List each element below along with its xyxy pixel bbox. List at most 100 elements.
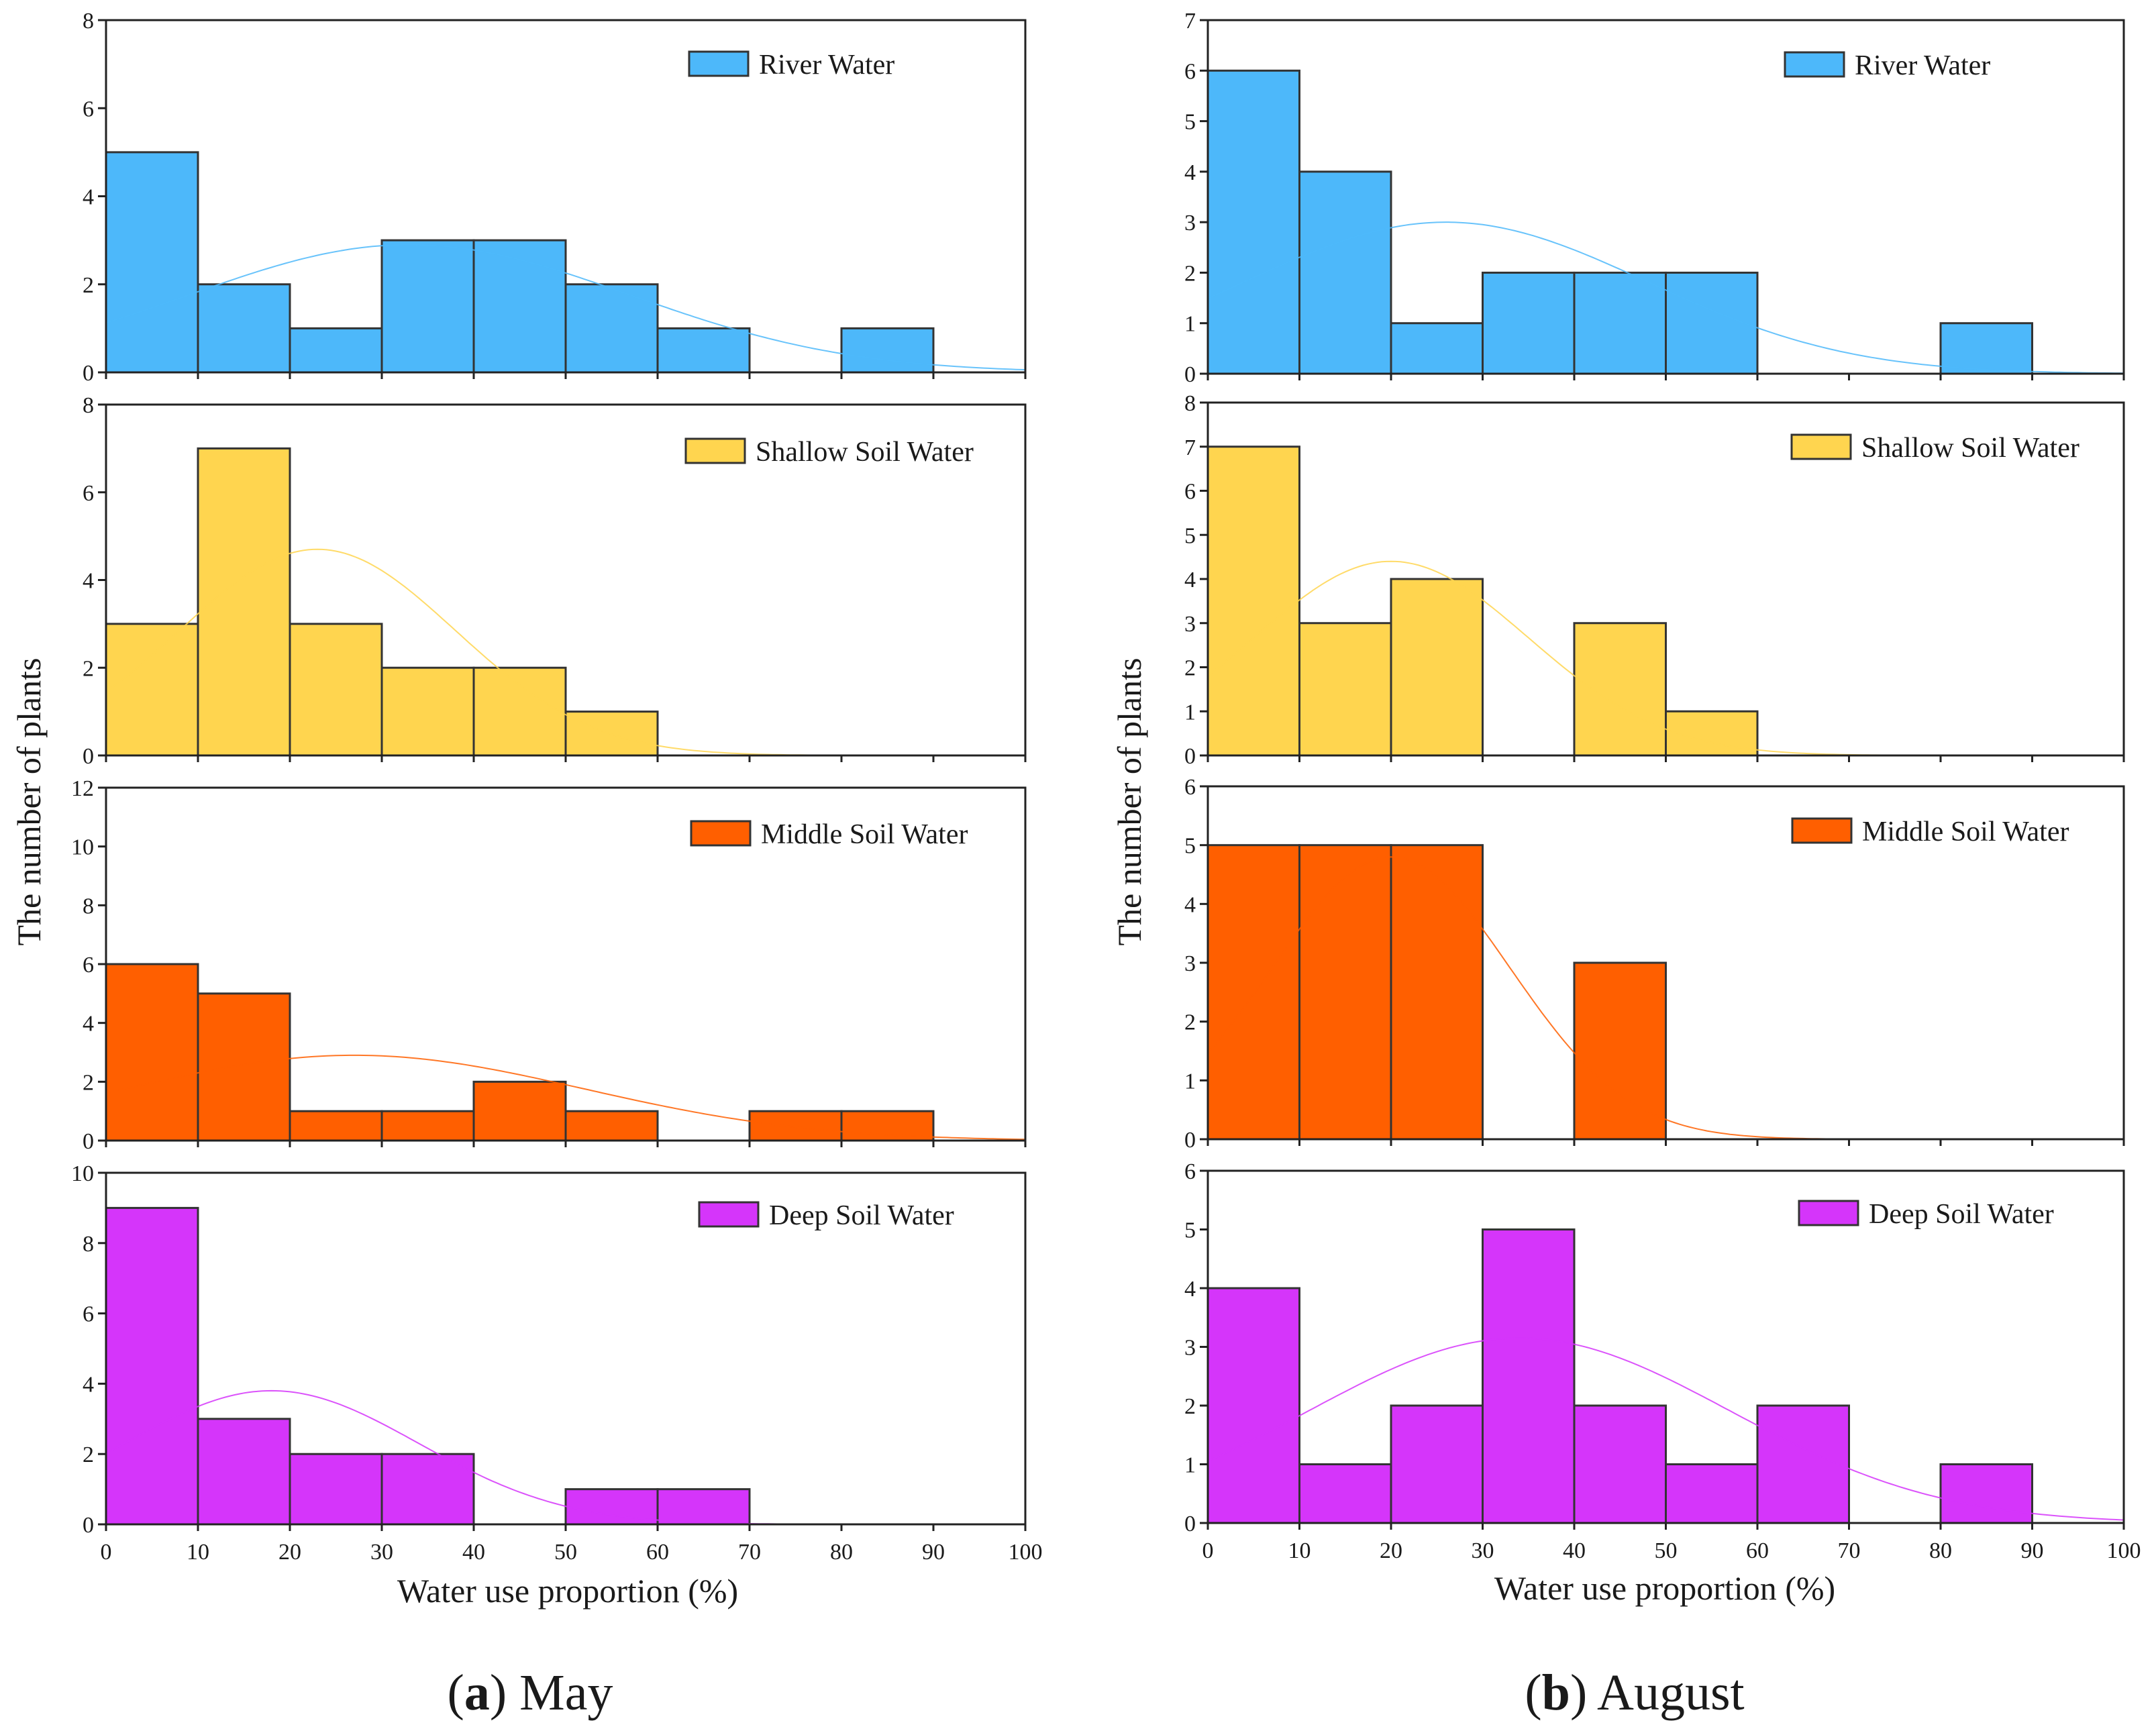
xtick-label-aug-deep-60: 60 <box>1746 1538 1769 1563</box>
ytick-label-may-middle-10: 10 <box>71 835 94 860</box>
bar-may-middle-40 <box>472 1080 567 1142</box>
ytick-label-aug-shallow-3: 3 <box>1184 612 1196 637</box>
ytick-label-aug-river-4: 4 <box>1184 160 1196 185</box>
xtick-label-may-deep-90: 90 <box>922 1540 945 1565</box>
xtick-label-may-deep-70: 70 <box>738 1540 761 1565</box>
xtick-label-may-deep-20: 20 <box>278 1540 301 1565</box>
bar-may-shallow-20 <box>289 623 383 757</box>
bar-aug-river-20 <box>1390 322 1484 375</box>
xtick-label-aug-deep-0: 0 <box>1202 1538 1214 1563</box>
ytick-label-aug-river-7: 7 <box>1184 9 1196 34</box>
ytick-label-may-middle-0: 0 <box>83 1129 94 1154</box>
ytick-label-aug-river-3: 3 <box>1184 211 1196 235</box>
bar-aug-deep-10 <box>1298 1463 1392 1524</box>
bar-aug-middle-20 <box>1390 844 1484 1141</box>
bar-aug-shallow-20 <box>1390 578 1484 757</box>
bar-aug-river-50 <box>1665 271 1759 375</box>
ytick-label-may-river-2: 2 <box>83 273 94 298</box>
ytick-label-may-middle-4: 4 <box>83 1012 94 1037</box>
xtick-label-may-deep-30: 30 <box>370 1540 393 1565</box>
ylabel-may: The number of plants <box>10 658 48 945</box>
bar-may-shallow-50 <box>564 711 659 757</box>
ytick-label-may-deep-4: 4 <box>83 1372 94 1397</box>
ytick-label-aug-deep-3: 3 <box>1184 1336 1196 1361</box>
bar-may-river-20 <box>289 327 383 374</box>
ytick-label-aug-shallow-8: 8 <box>1184 391 1196 416</box>
bar-may-middle-10 <box>197 992 291 1142</box>
legend-swatch-may-deep <box>698 1201 760 1228</box>
ytick-label-aug-river-6: 6 <box>1184 59 1196 84</box>
ytick-label-may-shallow-2: 2 <box>83 656 94 681</box>
legend-swatch-aug-river <box>1784 51 1845 78</box>
bar-aug-deep-30 <box>1482 1228 1576 1524</box>
ytick-label-may-middle-6: 6 <box>83 953 94 978</box>
bar-aug-river-40 <box>1573 271 1667 375</box>
legend-label-may-river: River Water <box>759 50 894 81</box>
ytick-label-may-shallow-6: 6 <box>83 481 94 506</box>
legend-swatch-aug-middle <box>1791 817 1853 844</box>
ytick-label-aug-river-5: 5 <box>1184 110 1196 135</box>
xtick-label-aug-deep-70: 70 <box>1838 1538 1861 1563</box>
ylabel-august: The number of plants <box>1111 658 1148 945</box>
bar-aug-river-10 <box>1298 170 1392 375</box>
bar-aug-shallow-0 <box>1207 445 1300 757</box>
ytick-label-aug-middle-2: 2 <box>1184 1010 1196 1035</box>
bar-may-river-50 <box>564 283 659 374</box>
xtick-label-aug-deep-10: 10 <box>1288 1538 1311 1563</box>
ytick-label-aug-shallow-6: 6 <box>1184 480 1196 505</box>
bar-aug-middle-40 <box>1573 961 1667 1141</box>
legend-swatch-may-river <box>688 50 750 77</box>
bar-aug-river-30 <box>1482 271 1576 375</box>
ytick-label-may-river-8: 8 <box>83 9 94 34</box>
ytick-label-aug-middle-1: 1 <box>1184 1069 1196 1094</box>
bar-may-shallow-30 <box>380 666 475 757</box>
xtick-label-may-deep-50: 50 <box>554 1540 577 1565</box>
bar-aug-river-80 <box>1939 322 2033 375</box>
bar-may-middle-20 <box>289 1110 383 1142</box>
caption-august: (b) August <box>1525 1665 1744 1721</box>
xtick-label-aug-deep-20: 20 <box>1380 1538 1402 1563</box>
bar-may-shallow-0 <box>105 623 199 757</box>
bar-aug-middle-10 <box>1298 844 1392 1141</box>
panel-aug-middle: 0 1 2 3 4 5 6 Middle Soil Water <box>1184 775 2125 1153</box>
bar-aug-river-0 <box>1207 69 1300 375</box>
ytick-label-aug-river-2: 2 <box>1184 261 1196 286</box>
ytick-label-aug-shallow-2: 2 <box>1184 656 1196 681</box>
ytick-label-may-river-0: 0 <box>83 361 94 386</box>
bar-may-middle-0 <box>105 963 199 1142</box>
bar-may-middle-70 <box>748 1110 843 1142</box>
caption-may-letter: a <box>464 1665 490 1721</box>
bar-aug-deep-20 <box>1390 1404 1484 1524</box>
xtick-label-may-deep-10: 10 <box>187 1540 209 1565</box>
legend-swatch-aug-shallow <box>1790 433 1852 460</box>
panel-may-middle: 0 2 4 6 8 10 12 Middle Soil Water <box>71 776 1027 1154</box>
ytick-label-may-middle-8: 8 <box>83 894 94 918</box>
xlabel-august: Water use proportion (%) <box>1494 1569 1835 1607</box>
caption-august-text: August <box>1587 1665 1744 1721</box>
xtick-label-may-deep-100: 100 <box>1009 1540 1043 1565</box>
bar-may-river-60 <box>656 327 751 374</box>
bar-may-deep-30 <box>380 1453 475 1526</box>
caption-may-text: May <box>507 1665 613 1721</box>
ytick-label-aug-deep-0: 0 <box>1184 1512 1196 1536</box>
legend-label-aug-river: River Water <box>1855 50 1990 81</box>
ytick-label-may-deep-2: 2 <box>83 1442 94 1467</box>
bar-aug-deep-40 <box>1573 1404 1667 1524</box>
ytick-label-aug-deep-6: 6 <box>1184 1159 1196 1184</box>
legend-label-may-shallow: Shallow Soil Water <box>756 437 974 468</box>
bar-may-river-0 <box>105 151 199 374</box>
ytick-label-aug-shallow-1: 1 <box>1184 700 1196 725</box>
bar-may-river-10 <box>197 283 291 374</box>
fit-curve-may-middle <box>105 1054 1026 1141</box>
ytick-label-may-deep-10: 10 <box>71 1161 94 1186</box>
ytick-label-aug-river-1: 1 <box>1184 312 1196 337</box>
bar-may-shallow-40 <box>472 666 567 757</box>
legend-label-may-deep: Deep Soil Water <box>769 1200 954 1231</box>
ytick-label-aug-river-0: 0 <box>1184 362 1196 387</box>
ytick-label-aug-shallow-0: 0 <box>1184 744 1196 769</box>
bar-aug-deep-0 <box>1207 1287 1300 1524</box>
ytick-label-may-shallow-0: 0 <box>83 744 94 769</box>
xtick-label-aug-deep-80: 80 <box>1929 1538 1952 1563</box>
bar-aug-deep-60 <box>1756 1404 1850 1524</box>
